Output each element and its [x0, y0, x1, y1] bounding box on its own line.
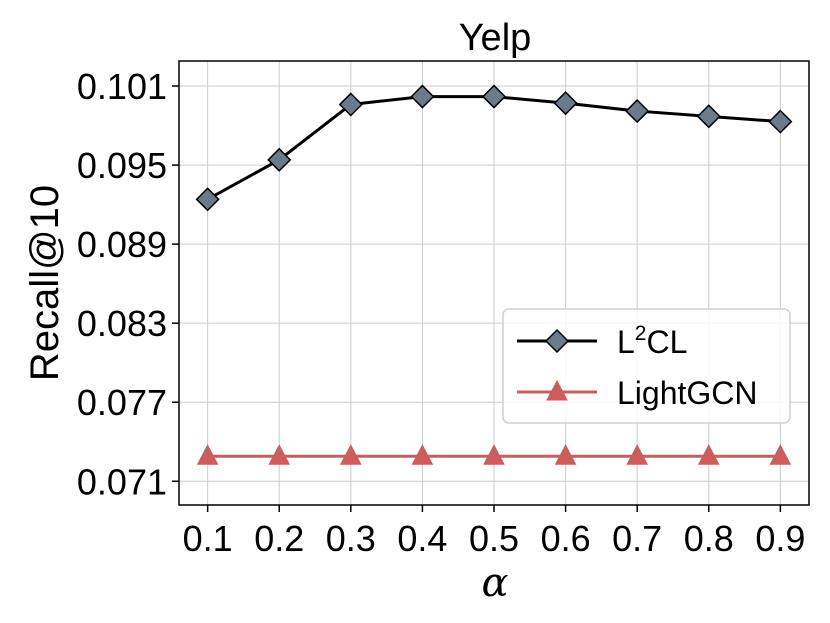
data-point-l2cl	[410, 84, 435, 109]
grid	[179, 61, 809, 505]
data-point-l2cl	[195, 187, 220, 212]
legend: L2CL LightGCN	[502, 308, 791, 424]
data-point-lightgcn	[769, 444, 792, 465]
data-point-lightgcn	[196, 444, 219, 465]
data-point-l2cl	[625, 99, 650, 124]
x-tick-label: 0.5	[469, 518, 519, 559]
y-tick-label: 0.083	[77, 303, 167, 344]
data-point-lightgcn	[554, 444, 577, 465]
legend-marker-lightgcn	[546, 379, 568, 401]
data-point-lightgcn	[268, 444, 291, 465]
data-point-lightgcn	[339, 444, 362, 465]
data-point-l2cl	[553, 91, 578, 116]
legend-label-l2cl-base: L	[617, 324, 635, 360]
y-tick-label: 0.089	[77, 224, 167, 265]
x-tick-label: 0.9	[755, 518, 805, 559]
data-point-l2cl	[481, 84, 507, 109]
x-tick-label: 0.6	[541, 518, 591, 559]
chart-title: Yelp	[459, 17, 532, 59]
legend-marker-l2cl	[544, 328, 570, 354]
x-axis-label: α	[481, 560, 508, 606]
legend-label-l2cl-sup: 2	[635, 322, 647, 345]
y-tick-label: 0.095	[77, 145, 167, 186]
data-point-lightgcn	[697, 444, 720, 465]
data-point-lightgcn	[411, 444, 434, 465]
data-point-lightgcn	[483, 444, 505, 465]
x-tick-label: 0.8	[684, 518, 734, 559]
data-point-l2cl	[267, 147, 292, 172]
y-axis-label: Recall@10	[23, 185, 67, 381]
y-tick-label: 0.077	[77, 382, 167, 423]
y-tick-label: 0.071	[77, 461, 167, 502]
x-tick-label: 0.3	[326, 518, 376, 559]
y-tick-label: 0.101	[77, 66, 167, 107]
data-point-l2cl	[696, 104, 721, 129]
x-tick-label: 0.2	[254, 518, 304, 559]
x-tick-label: 0.1	[183, 518, 233, 559]
x-axis-ticks: 0.1 0.2 0.3 0.4 0.5 0.6 0.7 0.8 0.9	[183, 505, 805, 559]
data-point-l2cl	[338, 92, 363, 117]
legend-box	[502, 308, 791, 424]
x-tick-label: 0.4	[397, 518, 447, 559]
x-tick-label: 0.7	[612, 518, 662, 559]
data-point-lightgcn	[626, 444, 649, 465]
y-axis-ticks: 0.071 0.077 0.083 0.089 0.095 0.101	[77, 66, 179, 502]
series-markers	[195, 84, 793, 465]
legend-entry-lightgcn: LightGCN	[517, 375, 758, 411]
legend-label-l2cl: L2CL	[617, 322, 687, 360]
data-point-l2cl	[768, 109, 793, 134]
legend-label-l2cl-rest: CL	[646, 324, 687, 360]
legend-entry-l2cl: L2CL	[517, 322, 687, 360]
legend-label-lightgcn: LightGCN	[617, 375, 758, 411]
